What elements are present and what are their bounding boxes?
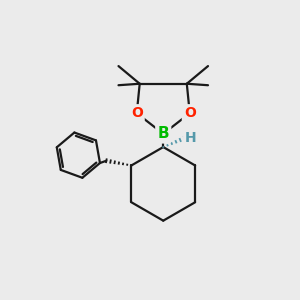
Text: H: H <box>185 130 197 145</box>
Text: O: O <box>131 106 143 120</box>
Text: O: O <box>184 106 196 120</box>
Text: B: B <box>158 126 169 141</box>
